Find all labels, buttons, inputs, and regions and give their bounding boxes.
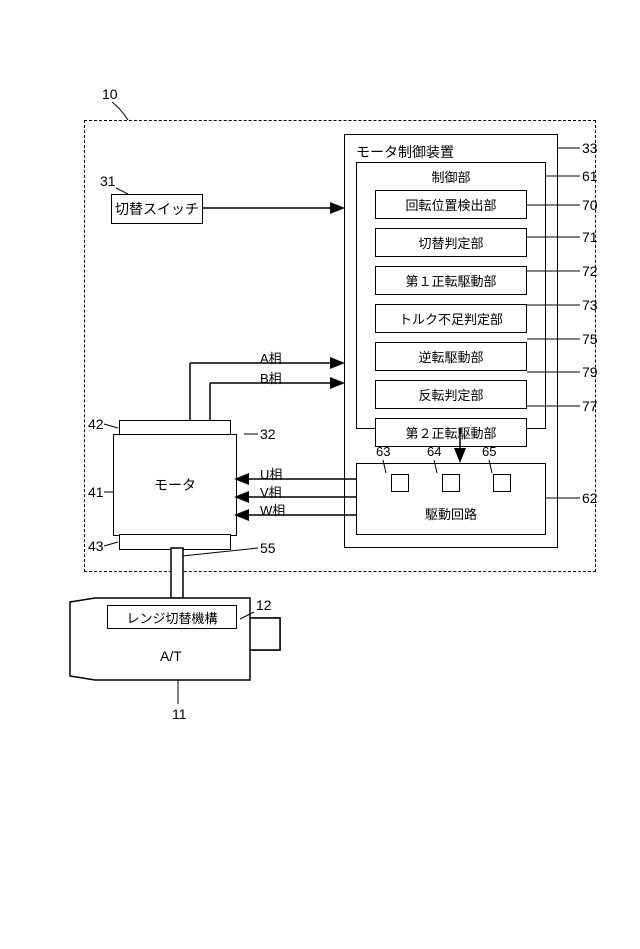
block-72: 第１正転駆動部 — [375, 266, 527, 295]
ref-77: 77 — [582, 398, 598, 414]
ref-64: 64 — [427, 444, 441, 459]
drive-sq-64 — [442, 474, 460, 492]
ref-12: 12 — [256, 597, 272, 613]
ref-32: 32 — [260, 426, 276, 442]
block-77: 第２正転駆動部 — [375, 418, 527, 447]
ref-79: 79 — [582, 364, 598, 380]
block-73: トルク不足判定部 — [375, 304, 527, 333]
drive-sq-65 — [493, 474, 511, 492]
block-75: 逆転駆動部 — [375, 342, 527, 371]
ref-73: 73 — [582, 297, 598, 313]
motor-label: モータ — [154, 475, 196, 495]
block-70: 回転位置検出部 — [375, 190, 527, 219]
ref-43: 43 — [88, 538, 104, 554]
control-unit-title: 制御部 — [357, 163, 545, 188]
block-79: 反転判定部 — [375, 380, 527, 409]
drive-circuit-label: 駆動回路 — [357, 492, 545, 523]
motor-block: モータ — [113, 434, 237, 536]
at-label: A/T — [160, 648, 182, 664]
ref-62: 62 — [582, 490, 598, 506]
ref-65: 65 — [482, 444, 496, 459]
drive-sq-63 — [391, 474, 409, 492]
motor-ctrl-device-title: モータ制御装置 — [356, 142, 454, 162]
a-phase-label: A相 — [260, 348, 282, 367]
ref-11: 11 — [172, 706, 187, 722]
switch-label: 切替スイッチ — [115, 199, 199, 219]
range-switch-label: レンジ切替機構 — [126, 608, 217, 627]
ref-31: 31 — [100, 173, 116, 189]
ref-42: 42 — [88, 416, 104, 432]
ref-61: 61 — [582, 168, 598, 184]
ref-75: 75 — [582, 331, 598, 347]
drive-circuit: 駆動回路 — [356, 463, 546, 535]
range-switch-mech: レンジ切替機構 — [107, 605, 237, 629]
w-phase-label: W相 — [260, 500, 285, 519]
ref-33: 33 — [582, 140, 598, 156]
control-unit: 制御部 回転位置検出部 切替判定部 第１正転駆動部 トルク不足判定部 逆転駆動部… — [356, 162, 546, 429]
ref-71: 71 — [582, 229, 598, 245]
ref-41: 41 — [88, 484, 104, 500]
block-71: 切替判定部 — [375, 228, 527, 257]
switch-box: 切替スイッチ — [111, 194, 203, 224]
motor-bottom-cap — [119, 534, 231, 550]
ref-55: 55 — [260, 540, 276, 556]
ref-63: 63 — [376, 444, 390, 459]
ref-70: 70 — [582, 197, 598, 213]
v-phase-label: V相 — [260, 482, 282, 501]
ref-72: 72 — [582, 263, 598, 279]
ref-10: 10 — [102, 86, 118, 102]
b-phase-label: B相 — [260, 368, 282, 387]
u-phase-label: U相 — [260, 464, 282, 483]
